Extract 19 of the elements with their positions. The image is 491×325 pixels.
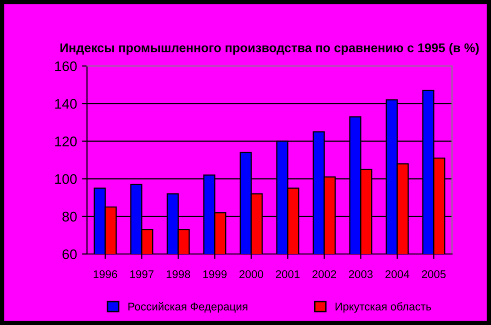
x-tick-label: 2001 — [276, 270, 300, 278]
y-tick-label: 100 — [55, 174, 77, 184]
x-tick-label: 1997 — [130, 270, 154, 278]
x-tick-label: 1998 — [166, 270, 190, 278]
x-tick-label: 1999 — [203, 270, 227, 278]
chart-title: Индексы промышленного производства по сравнению с 1995 (в %) — [60, 43, 479, 55]
y-tick-label: 140 — [55, 98, 77, 109]
legend-label: Российская Федерация — [128, 302, 248, 313]
x-tick-label: 2005 — [422, 270, 446, 278]
y-tick-label: 80 — [62, 212, 77, 222]
y-tick-label: 120 — [55, 136, 77, 146]
x-tick-label: 1996 — [94, 270, 118, 278]
x-tick-label: 2002 — [312, 270, 336, 278]
y-tick-label: 160 — [55, 61, 77, 72]
x-tick-label: 2004 — [385, 270, 410, 278]
x-tick-label: 2003 — [348, 270, 373, 278]
legend-label: Иркутская область — [336, 302, 432, 313]
y-tick-label: 60 — [62, 249, 77, 260]
x-tick-label: 2000 — [239, 270, 264, 278]
